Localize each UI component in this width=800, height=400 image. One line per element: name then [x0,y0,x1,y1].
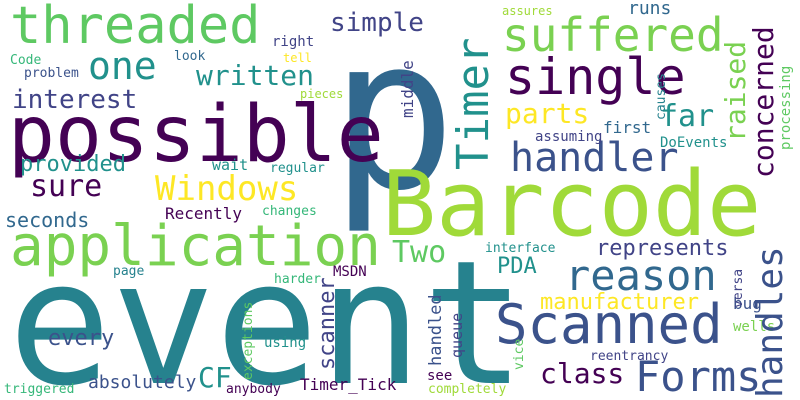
word-recently: Recently [165,204,243,223]
word-exceptions: exceptions [241,301,256,380]
word-runs: runs [628,0,672,19]
word-problem: problem [24,66,79,81]
word-handles: handles [750,246,791,398]
word-sure: sure [30,169,103,204]
word-windows: Windows [155,169,299,209]
word-code: Code [10,53,42,68]
word-one: one [88,44,157,88]
word-raised: raised [719,40,752,142]
word-anybody: anybody [226,382,281,397]
word-changes: changes [262,204,317,219]
word-concerned: concerned [747,26,780,178]
word-class: class [540,357,625,390]
word-doevents: DoEvents [660,135,728,151]
word-reason: reason [565,251,717,300]
word-msdn: MSDN [333,264,367,280]
word-pda: PDA [497,254,537,279]
word-queue: queue [448,312,466,358]
word-tell: tell [283,51,312,65]
word-handled: handled [426,294,446,366]
word-suffered: suffered [502,8,724,62]
word-reentrancy: reentrancy [590,349,669,364]
word-completely: completely [428,382,507,397]
word-represents: represents [596,236,729,261]
word-simple: simple [330,8,424,38]
word-using: using [264,335,307,351]
word-absolutely: absolutely [88,372,197,393]
word-provided: provided [20,152,126,177]
word-manufacturer: manufacturer [540,290,699,315]
word-p: p [330,0,457,237]
word-assuming: assuming [535,129,603,145]
word-handler: handler [510,135,679,181]
word-forms: Forms [635,352,762,400]
word-harder: harder [274,272,321,287]
word-assures: assures [502,4,553,18]
word-scanner: scanner [315,277,340,370]
word-seconds: seconds [5,208,90,232]
word-middle: middle [398,60,417,118]
word-interface: interface [485,241,556,256]
word-event: event [8,223,526,400]
word-timer-tick: Timer_Tick [300,375,397,394]
word-single: single [505,48,686,106]
word-page: page [113,264,145,279]
word-processing: processing [778,65,794,150]
word-parts: parts [505,97,590,130]
word-scanned: Scanned [495,293,723,356]
word-regular: regular [270,161,325,176]
word-every: every [48,326,115,351]
word-right: right [272,34,315,50]
word-interest: interest [12,85,138,115]
word-timer: Timer [448,37,499,170]
word-wells: wells [733,319,776,335]
word-far: far [660,99,715,134]
word-causes: causes [654,73,669,120]
word-triggered: triggered [4,382,75,397]
word-see: see [427,368,453,384]
word-application: application [10,214,381,279]
word-first: first [603,118,652,137]
word-threaded: threaded [10,0,261,56]
word-barcode: Barcode [382,152,762,257]
word-possible: possible [8,90,384,180]
word-written: written [196,59,315,92]
word-pieces: pieces [300,87,344,101]
word-versa: versa [731,268,746,308]
word-bug: bug [733,294,762,313]
word-look: look [174,49,206,64]
word-two: Two [392,235,447,270]
word-vice: vice [512,338,527,370]
word-wait: wait [212,156,249,174]
word-cf: CF [198,361,232,394]
